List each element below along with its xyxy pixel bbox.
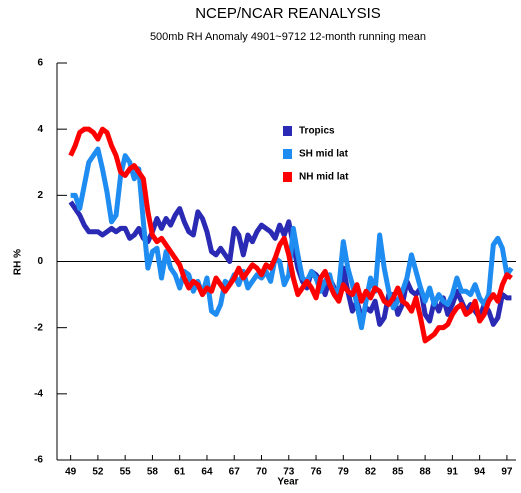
x-tick-label: 67 xyxy=(229,467,241,478)
x-tick-label: 73 xyxy=(283,467,295,478)
x-tick-label: 55 xyxy=(120,467,132,478)
chart-title: NCEP/NCAR REANALYSIS xyxy=(195,5,381,22)
legend-swatch xyxy=(283,172,292,182)
y-tick-label: -4 xyxy=(34,388,43,399)
x-tick-label: 88 xyxy=(420,467,432,478)
y-tick-label: -2 xyxy=(34,322,43,333)
x-tick-label: 58 xyxy=(147,467,159,478)
chart-subtitle: 500mb RH Anomaly 4901~9712 12-month runn… xyxy=(150,31,426,43)
y-tick-label: 4 xyxy=(37,124,43,135)
legend-swatch xyxy=(283,149,292,159)
y-axis-title: RH % xyxy=(13,249,24,275)
y-tick-label: 6 xyxy=(37,58,43,69)
x-tick-label: 64 xyxy=(201,467,213,478)
x-tick-label: 97 xyxy=(501,467,513,478)
x-tick-label: 70 xyxy=(256,467,268,478)
x-tick-label: 82 xyxy=(365,467,377,478)
x-tick-label: 91 xyxy=(447,467,459,478)
x-tick-label: 76 xyxy=(310,467,322,478)
x-tick-label: 61 xyxy=(174,467,186,478)
y-tick-label: 2 xyxy=(37,190,43,201)
x-tick-label: 94 xyxy=(474,467,486,478)
legend-label: SH mid lat xyxy=(299,149,349,160)
series-line xyxy=(68,126,513,344)
x-tick-label: 79 xyxy=(338,467,350,478)
x-tick-label: 49 xyxy=(65,467,77,478)
y-tick-label: -6 xyxy=(34,455,43,466)
legend-label: Tropics xyxy=(299,126,335,137)
legend-swatch xyxy=(283,126,292,136)
y-tick-label: 0 xyxy=(37,256,43,267)
x-tick-label: 85 xyxy=(392,467,404,478)
x-axis-title: Year xyxy=(277,477,298,488)
legend-label: NH mid lat xyxy=(299,172,349,183)
series-line xyxy=(70,146,514,331)
x-tick-label: 52 xyxy=(92,467,104,478)
